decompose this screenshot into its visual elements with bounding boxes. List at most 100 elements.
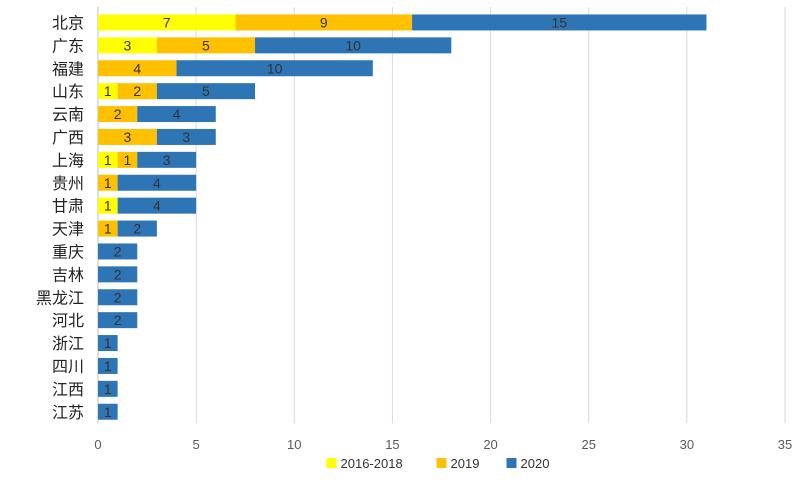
data-label: 5	[202, 37, 210, 53]
bar-segment	[98, 289, 138, 306]
category-label: 黑龙江	[36, 288, 84, 307]
data-label: 2	[133, 221, 141, 237]
bar-segment	[98, 106, 138, 123]
x-tick-label: 10	[287, 437, 301, 452]
data-label: 1	[124, 152, 132, 168]
bar-segment	[98, 151, 118, 168]
data-label: 9	[320, 14, 328, 30]
legend-label: 2020	[521, 456, 550, 471]
bar-segment	[98, 60, 177, 77]
category-label: 云南	[52, 105, 84, 124]
bar-segment	[98, 312, 138, 329]
data-label: 1	[104, 335, 112, 351]
category-label: 广西	[52, 128, 84, 147]
data-label: 4	[173, 106, 181, 122]
bar-segment	[117, 220, 157, 237]
bar-segment	[137, 151, 197, 168]
bar-segment	[117, 174, 197, 191]
bar-segment	[98, 266, 138, 283]
category-label: 北京	[52, 13, 84, 32]
x-tick-label: 35	[778, 437, 792, 452]
data-label: 2	[114, 312, 122, 328]
category-label: 贵州	[52, 174, 84, 193]
data-label: 3	[163, 152, 171, 168]
bar-segment	[137, 106, 216, 123]
bar-segment	[176, 60, 373, 77]
legend-swatch	[326, 458, 337, 468]
bar-segment	[156, 83, 256, 100]
category-label: 福建	[52, 59, 84, 78]
bar-segment	[98, 220, 118, 237]
bar-segment	[98, 380, 118, 397]
data-label: 15	[551, 14, 567, 30]
bar-segment	[235, 14, 413, 31]
category-label: 天津	[52, 220, 84, 239]
data-label: 2	[114, 106, 122, 122]
bar-segment	[98, 403, 118, 420]
data-label: 10	[267, 60, 283, 76]
category-label: 山东	[52, 82, 84, 101]
data-label: 4	[133, 60, 141, 76]
x-tick-label: 30	[680, 437, 694, 452]
bar-segment	[156, 37, 256, 54]
category-label: 上海	[52, 151, 84, 170]
x-tick-labels: 0 5 10 15 20 25 30 35	[94, 437, 792, 452]
data-label: 1	[104, 381, 112, 397]
category-label: 甘肃	[52, 197, 84, 216]
bar-segment	[117, 83, 157, 100]
category-label: 江苏	[52, 403, 84, 422]
bar-segment	[98, 357, 118, 374]
data-label: 10	[345, 37, 361, 53]
category-label: 河北	[52, 311, 84, 330]
data-label: 7	[163, 14, 171, 30]
x-tick-label: 25	[581, 437, 595, 452]
x-tick-label: 20	[483, 437, 497, 452]
category-label: 吉林	[52, 265, 84, 284]
data-label: 3	[124, 129, 132, 145]
bar-segment	[98, 243, 138, 260]
legend: 2016-2018 2019 2020	[326, 456, 550, 471]
bars	[98, 14, 707, 420]
bar-segment	[98, 37, 157, 54]
category-label: 浙江	[52, 334, 84, 353]
bar-segment	[255, 37, 452, 54]
data-label: 2	[114, 266, 122, 282]
category-label: 重庆	[52, 242, 84, 261]
category-label: 四川	[52, 357, 84, 376]
data-label: 1	[104, 83, 112, 99]
bar-segment	[117, 197, 197, 214]
x-tick-label: 5	[193, 437, 200, 452]
bar-segment	[117, 151, 138, 168]
bar-segment	[98, 14, 236, 31]
data-label: 5	[202, 83, 210, 99]
data-label: 2	[114, 243, 122, 259]
data-label: 1	[104, 175, 112, 191]
data-label: 1	[104, 152, 112, 168]
legend-swatch	[506, 458, 517, 468]
data-label: 2	[133, 83, 141, 99]
legend-label: 2019	[451, 456, 480, 471]
bar-segment	[412, 14, 707, 31]
legend-label: 2016-2018	[341, 456, 403, 471]
bar-segment	[98, 197, 118, 214]
legend-swatch	[436, 458, 447, 468]
data-label: 1	[104, 198, 112, 214]
data-label: 1	[104, 221, 112, 237]
bar-segment	[156, 128, 216, 145]
data-label: 1	[104, 358, 112, 374]
grid-lines	[97, 7, 786, 424]
x-tick-label: 15	[385, 437, 399, 452]
data-label: 3	[182, 129, 190, 145]
data-label: 4	[153, 198, 161, 214]
data-label: 2	[114, 289, 122, 305]
x-tick-label: 0	[94, 437, 101, 452]
bar-segment	[98, 335, 118, 352]
category-label: 广东	[52, 36, 84, 55]
bar-segment	[98, 83, 118, 100]
data-label: 1	[104, 404, 112, 420]
data-label: 3	[124, 37, 132, 53]
category-label: 江西	[52, 380, 84, 399]
